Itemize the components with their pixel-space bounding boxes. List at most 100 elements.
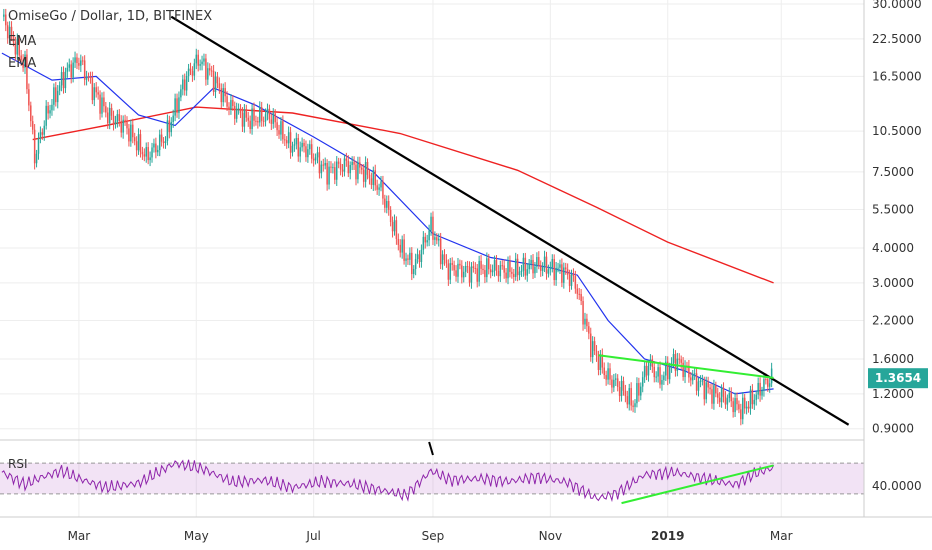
- candle-body: [228, 106, 230, 110]
- candle-body: [491, 270, 494, 273]
- legend-ema-fast: EMA: [8, 34, 36, 49]
- candle-body: [728, 392, 731, 399]
- candle-body: [24, 54, 26, 68]
- candle-body: [582, 300, 584, 325]
- candle-body: [164, 140, 167, 144]
- candle-body: [55, 87, 57, 103]
- candle-body: [260, 107, 263, 121]
- candle-body: [214, 76, 217, 92]
- candle-body: [751, 389, 754, 405]
- candle-body: [422, 236, 425, 250]
- candle-body: [41, 132, 44, 135]
- candle-body: [407, 258, 409, 260]
- candle-body: [26, 54, 28, 90]
- candle-body: [428, 230, 430, 241]
- candle-body: [189, 68, 192, 72]
- candle-body: [434, 237, 436, 240]
- candle-body: [382, 181, 384, 199]
- candle-body: [249, 120, 251, 130]
- candle-body: [89, 76, 92, 78]
- candle-body: [12, 34, 15, 43]
- candle-body: [690, 377, 692, 381]
- candle-body: [695, 373, 698, 391]
- candle-body: [112, 115, 115, 125]
- candle-body: [278, 130, 280, 135]
- candle-body: [62, 72, 65, 89]
- y-tick-label: 30.0000: [872, 0, 922, 11]
- candle-body: [745, 406, 748, 409]
- candle-body: [255, 120, 257, 122]
- candle-body: [761, 390, 763, 396]
- candle-body: [455, 270, 457, 277]
- candle-body: [247, 117, 249, 121]
- candle-body: [459, 263, 461, 266]
- candle-body: [259, 107, 261, 123]
- candle-body: [380, 181, 382, 188]
- candle-body: [441, 254, 444, 265]
- candle-body: [366, 161, 369, 175]
- candle-body: [362, 169, 365, 182]
- candle-body: [722, 387, 725, 397]
- candle-body: [768, 383, 771, 387]
- candle-body: [632, 405, 634, 407]
- candle-body: [5, 14, 7, 26]
- candle-body: [328, 166, 330, 185]
- candle-body: [684, 365, 686, 377]
- candle-body: [707, 382, 709, 388]
- candle-body: [439, 238, 442, 265]
- x-tick-label: Nov: [539, 529, 562, 543]
- candle-body: [501, 265, 503, 267]
- candle-body: [618, 387, 621, 397]
- candle-body: [749, 389, 752, 409]
- candle-body: [299, 147, 301, 157]
- candle-body: [403, 239, 405, 261]
- candle-body: [343, 158, 346, 172]
- x-tick-label: Jul: [305, 529, 320, 543]
- rsi-label: RSI: [8, 457, 28, 471]
- candle-body: [74, 57, 76, 63]
- candle-body: [574, 275, 577, 289]
- candle-body: [505, 272, 507, 279]
- candle-body: [95, 87, 97, 93]
- candle-body: [513, 273, 515, 277]
- candle-body: [157, 149, 159, 153]
- candle-body: [18, 39, 20, 56]
- candle-body: [551, 259, 554, 268]
- candle-body: [172, 115, 174, 122]
- candle-body: [218, 83, 221, 89]
- candle-body: [274, 113, 276, 123]
- candle-body: [742, 397, 744, 420]
- labels: OmiseGo / Dollar, 1D, BITFINEX EMA EMA R…: [8, 9, 212, 471]
- candle-body: [237, 108, 240, 110]
- candle-body: [80, 60, 82, 66]
- candle-body: [657, 367, 659, 377]
- x-tick-label: Mar: [770, 529, 793, 543]
- candle-body: [351, 161, 353, 166]
- ema-slow-line: [32, 106, 774, 284]
- candle-body: [757, 382, 759, 395]
- candle-body: [653, 366, 656, 378]
- candle-body: [418, 254, 421, 263]
- candle-body: [726, 398, 729, 405]
- candle-body: [549, 267, 552, 270]
- candle-body: [303, 142, 305, 147]
- candle-body: [137, 134, 140, 151]
- candle-body: [391, 221, 394, 232]
- candle-body: [30, 105, 32, 122]
- candle-body: [759, 382, 761, 396]
- candle-body: [318, 152, 321, 174]
- candle-body: [361, 167, 363, 170]
- y-tick-label: 1.6000: [872, 352, 914, 366]
- candle-body: [262, 120, 265, 122]
- candle-body: [326, 163, 328, 185]
- candle-body: [461, 265, 463, 278]
- candle-body: [53, 87, 55, 105]
- candle-body: [264, 114, 267, 122]
- candle-body: [158, 134, 161, 150]
- candle-body: [160, 134, 163, 142]
- candle-body: [372, 170, 375, 185]
- candle-body: [384, 198, 386, 208]
- candle-body: [282, 121, 284, 140]
- candle-body: [590, 333, 592, 358]
- rsi-tick-label: 40.0000: [872, 479, 922, 493]
